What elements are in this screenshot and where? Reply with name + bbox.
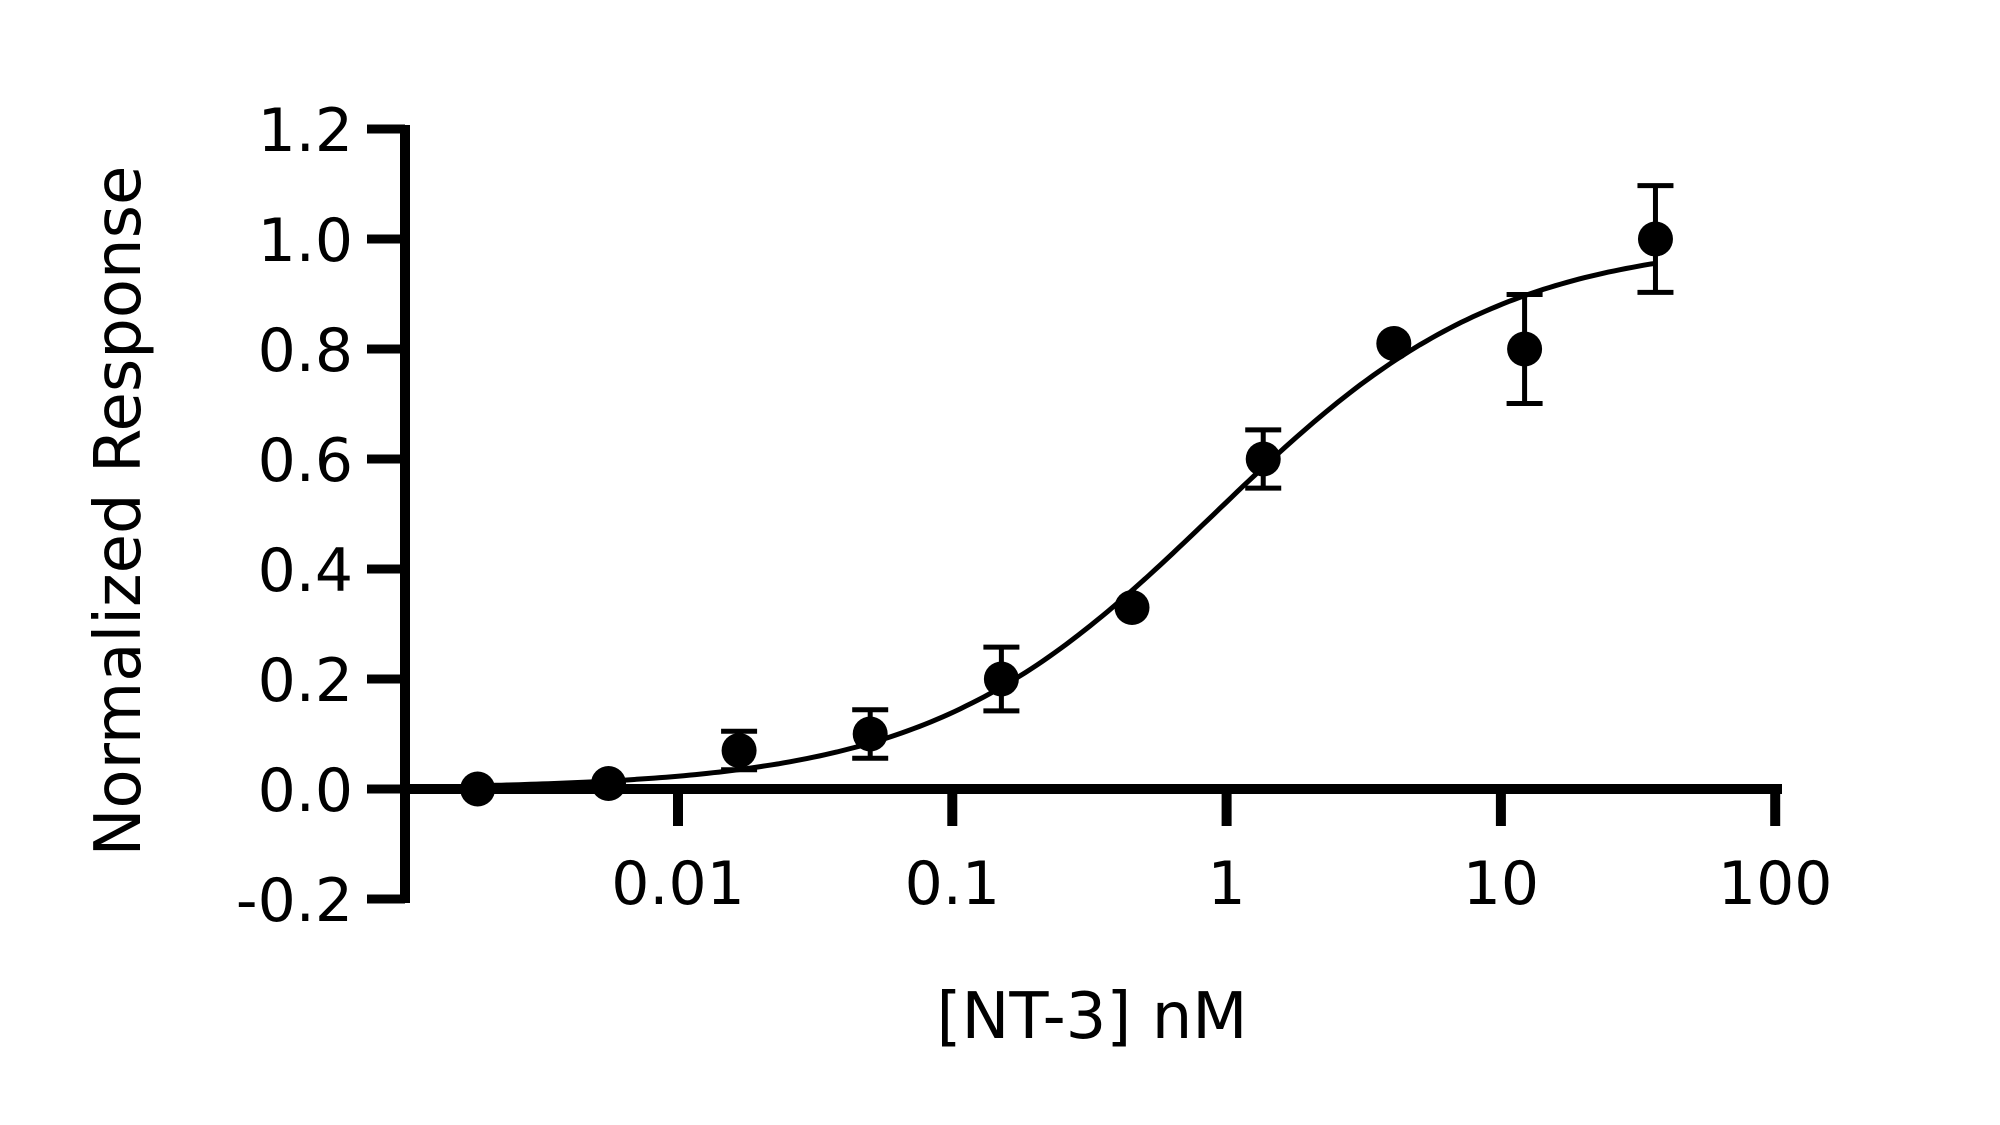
x-tick-label: 0.1 — [905, 849, 1000, 919]
y-tick-label: 0.0 — [258, 756, 353, 826]
y-axis-ticks: -0.2 0.0 0.2 0.4 0.6 0.8 1.0 1.2 — [236, 96, 405, 936]
data-point — [852, 707, 889, 761]
x-tick-label: 1 — [1208, 849, 1246, 919]
data-point — [1376, 326, 1412, 361]
y-tick-label: 1.2 — [258, 96, 353, 166]
marker-circle — [460, 771, 496, 807]
y-axis-title: Normalized Response — [82, 166, 156, 857]
x-tick-label: 10 — [1463, 849, 1539, 919]
axes — [400, 125, 1782, 903]
marker-circle — [1376, 326, 1412, 361]
data-point — [1114, 590, 1150, 625]
data-point — [1245, 427, 1282, 491]
data-point — [1637, 183, 1674, 295]
x-axis-title: [NT-3] nM — [937, 980, 1248, 1054]
marker-circle — [1507, 331, 1543, 367]
data-point — [591, 766, 627, 801]
data-point — [1506, 292, 1543, 406]
x-tick-label: 100 — [1718, 849, 1833, 919]
marker-circle — [1245, 441, 1281, 477]
marker-circle — [852, 716, 888, 752]
y-tick-label: 0.2 — [258, 646, 353, 716]
data-points — [460, 183, 1674, 807]
marker-circle — [1637, 221, 1673, 257]
fit-curve — [477, 260, 1656, 789]
data-point — [983, 644, 1020, 714]
marker-circle — [721, 733, 757, 768]
y-tick-label: 0.4 — [258, 536, 353, 606]
data-point — [721, 728, 758, 773]
marker-circle — [983, 661, 1019, 697]
y-tick-label: 1.0 — [258, 206, 353, 276]
y-tick-label: 0.8 — [258, 316, 353, 386]
data-point — [460, 771, 496, 807]
x-axis-ticks: 0.01 0.1 1 10 100 — [611, 784, 1832, 919]
x-tick-label: 0.01 — [611, 849, 745, 919]
y-tick-label: -0.2 — [236, 866, 353, 936]
y-tick-label: 0.6 — [258, 426, 353, 496]
marker-circle — [591, 766, 627, 801]
marker-circle — [1114, 590, 1150, 625]
